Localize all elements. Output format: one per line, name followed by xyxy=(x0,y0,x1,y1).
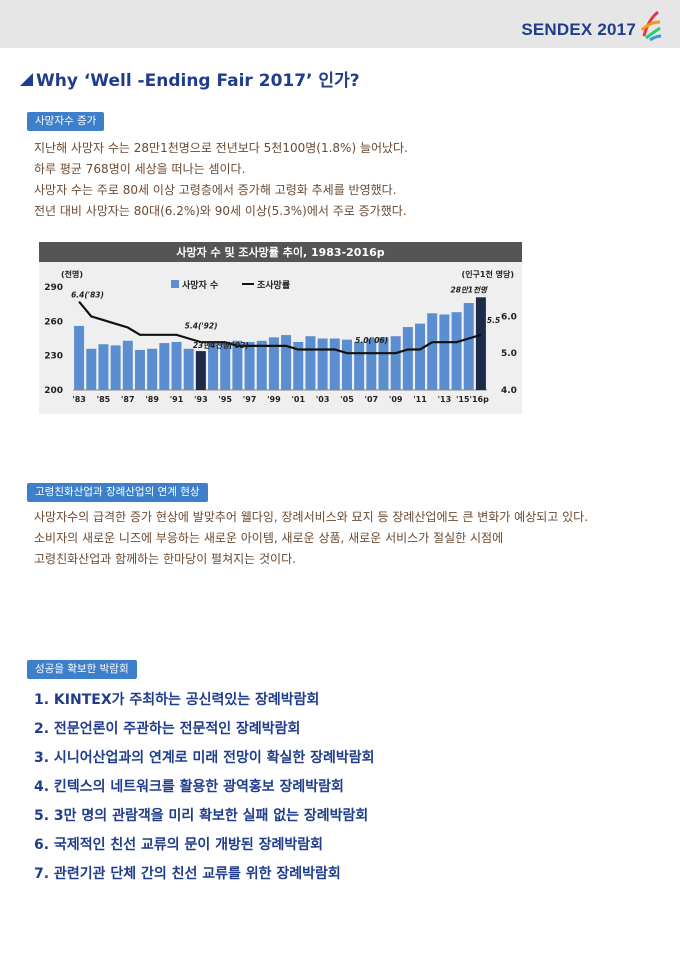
text-line: 하루 평균 768명이 세상을 떠나는 셈이다. xyxy=(34,162,246,176)
bar-deaths-83 xyxy=(74,325,85,390)
death-trend-chart: 사망자 수 및 조사망률 추이, 1983-2016p (천명) (인구1천 명당)… xyxy=(39,242,522,414)
legend-deaths: 사망자 수 xyxy=(182,279,218,291)
bar-deaths-13 xyxy=(439,314,450,390)
bar-deaths-08 xyxy=(378,337,389,390)
bar-deaths-94 xyxy=(208,341,219,390)
left-unit-label: (천명) xyxy=(61,269,83,279)
chart-svg: 사망자 수 및 조사망률 추이, 1983-2016p (천명) (인구1천 명당)… xyxy=(39,242,522,414)
text-line: 사망자 수는 주로 80세 이상 고령층에서 증가해 고령화 추세를 반영했다. xyxy=(34,183,397,197)
bar-deaths-12 xyxy=(427,313,438,390)
logo-mark-icon xyxy=(640,10,662,42)
legend-rate: 조사망률 xyxy=(257,279,290,291)
y-right-tick-label: 6.0 xyxy=(501,312,517,322)
bar-deaths-10 xyxy=(402,327,413,390)
x-tick-label: '83 xyxy=(72,395,86,404)
bar-deaths-15 xyxy=(463,303,474,390)
annotation-1992-rate: 5.4('92) xyxy=(185,322,218,331)
bar-deaths-92 xyxy=(183,348,194,390)
x-tick-label: '95 xyxy=(218,395,232,404)
bar-deaths-09 xyxy=(390,336,401,390)
y-left-tick-label: 200 xyxy=(44,386,63,396)
bar-deaths-89 xyxy=(147,348,158,390)
bar-deaths-99 xyxy=(268,337,279,390)
y-right-tick-label: 5.0 xyxy=(501,349,517,359)
bar-deaths-91 xyxy=(171,341,182,390)
sendex-logo: SENDEX 2017 xyxy=(521,20,636,39)
y-left-tick-label: 290 xyxy=(44,283,63,293)
y-left-tick-label: 260 xyxy=(44,317,63,327)
x-tick-label: '15'16p xyxy=(456,395,489,404)
bar-deaths-90 xyxy=(159,343,170,390)
bar-deaths-97 xyxy=(244,341,255,390)
section-tag-success: 성공을 확보한 박람회 xyxy=(27,660,137,679)
x-tick-label: '97 xyxy=(243,395,257,404)
x-tick-label: '99 xyxy=(267,395,281,404)
bar-deaths-87 xyxy=(122,340,133,390)
list-item: 2. 전문언론이 주관하는 전문적인 장례박람회 xyxy=(34,721,301,737)
bar-deaths-11 xyxy=(415,323,426,390)
list-item: 3. 시니어산업과의 연계로 미래 전망이 확실한 장례박람회 xyxy=(34,750,375,766)
bar-deaths-01 xyxy=(293,341,304,390)
bar-deaths-88 xyxy=(134,349,145,390)
bar-deaths-02 xyxy=(305,336,316,390)
bar-deaths-93 xyxy=(195,351,206,390)
list-item: 7. 관련기관 단체 간의 친선 교류를 위한 장례박람회 xyxy=(34,866,341,882)
bar-deaths-00 xyxy=(281,335,292,390)
list-item: 4. 킨텍스의 네트워크를 활용한 광역홍보 장례박람회 xyxy=(34,779,344,795)
y-right-tick-label: 4.0 xyxy=(501,386,517,396)
success-list: 1. KINTEX가 주최하는 공신력있는 장례박람회 2. 전문언론이 주관하… xyxy=(34,686,375,889)
list-item: 5. 3만 명의 관람객을 미리 확보한 실패 없는 장례박람회 xyxy=(34,808,369,824)
section-tag-deaths: 사망자수 증가 xyxy=(27,112,105,131)
bar-deaths-86 xyxy=(110,345,121,390)
bar-deaths-85 xyxy=(98,344,109,390)
annotation-2016-deaths: 28만1천명 xyxy=(451,285,488,294)
bar-deaths-96 xyxy=(232,340,243,390)
page-title: Why ‘Well -Ending Fair 2017’ 인가? xyxy=(36,71,360,91)
section-text-industry: 사망자수의 급격한 증가 현상에 발맞추어 웰다잉, 장례서비스와 묘지 등 장… xyxy=(34,507,588,570)
bar-deaths-05 xyxy=(341,339,352,390)
bar-deaths-03 xyxy=(317,338,328,390)
bar-deaths-16p xyxy=(475,297,486,390)
y-left-tick-label: 230 xyxy=(44,352,63,362)
list-item: 6. 국제적인 친선 교류의 문이 개방된 장례박람회 xyxy=(34,837,324,853)
right-unit-label: (인구1천 명당) xyxy=(462,269,514,279)
x-tick-label: '85 xyxy=(97,395,111,404)
bar-deaths-07 xyxy=(366,338,377,390)
x-tick-label: '93 xyxy=(194,395,208,404)
section-text-deaths: 지난해 사망자 수는 28만1천명으로 전년보다 5천100명(1.8%) 늘어… xyxy=(34,138,408,222)
chart-title: 사망자 수 및 조사망률 추이, 1983-2016p xyxy=(176,245,384,259)
chart-title-bar xyxy=(39,242,522,262)
top-bar xyxy=(0,0,680,48)
x-tick-label: '01 xyxy=(291,395,305,404)
bar-deaths-04 xyxy=(329,338,340,390)
x-tick-label: '03 xyxy=(316,395,330,404)
x-tick-label: '89 xyxy=(145,395,159,404)
annotation-2006-rate: 5.0('06) xyxy=(355,336,388,345)
bar-deaths-14 xyxy=(451,312,462,390)
x-tick-label: '87 xyxy=(121,395,135,404)
bar-deaths-06 xyxy=(354,341,365,390)
text-line: 소비자의 새로운 니즈에 부응하는 새로운 아이템, 새로운 상품, 새로운 서… xyxy=(34,531,504,545)
bar-deaths-95 xyxy=(220,341,231,390)
x-tick-label: '05 xyxy=(340,395,354,404)
title-triangle-icon xyxy=(20,73,33,86)
list-item: 1. KINTEX가 주최하는 공신력있는 장례박람회 xyxy=(34,692,320,708)
annotation-2016-rate: 5.5 xyxy=(487,316,500,325)
x-tick-label: '13 xyxy=(438,395,452,404)
annotation-1983-rate: 6.4('83) xyxy=(71,291,104,300)
bar-deaths-98 xyxy=(256,340,267,390)
legend-bar-swatch xyxy=(171,280,179,288)
text-line: 사망자수의 급격한 증가 현상에 발맞추어 웰다잉, 장례서비스와 묘지 등 장… xyxy=(34,510,589,524)
annotation-1993-deaths: 23만4천명('93) xyxy=(193,341,249,350)
x-tick-label: '07 xyxy=(365,395,379,404)
x-tick-label: '09 xyxy=(389,395,403,404)
text-line: 고령친화산업과 함께하는 한마당이 펼쳐지는 것이다. xyxy=(34,552,296,566)
x-tick-label: '91 xyxy=(170,395,184,404)
text-line: 전년 대비 사망자는 80대(6.2%)와 90세 이상(5.3%)에서 주로 … xyxy=(34,204,407,218)
section-tag-industry: 고령친화산업과 장례산업의 연계 현상 xyxy=(27,483,208,502)
line-crude-death-rate xyxy=(78,300,482,355)
text-line: 지난해 사망자 수는 28만1천명으로 전년보다 5천100명(1.8%) 늘어… xyxy=(34,141,408,155)
bar-deaths-84 xyxy=(86,348,97,390)
x-tick-label: '11 xyxy=(413,395,427,404)
